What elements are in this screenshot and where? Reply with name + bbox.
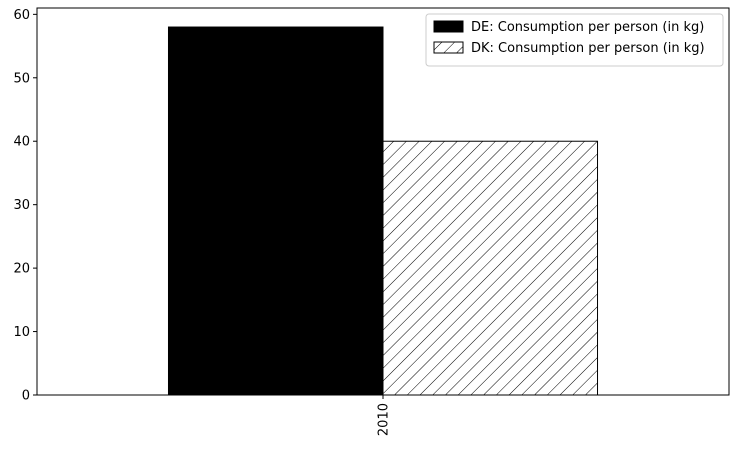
- legend-label-series-2: DK: Consumption per person (in kg): [471, 41, 705, 56]
- bars-group: [167, 26, 599, 396]
- legend: DE: Consumption per person (in kg) DK: Co…: [425, 13, 724, 67]
- y-tick-label: 10: [13, 325, 30, 340]
- y-tick-label: 40: [13, 135, 30, 150]
- y-axis: 0 10 20 30 40 50 60: [13, 8, 37, 404]
- x-axis: 2010: [377, 395, 392, 436]
- plot-frame: [36, 7, 730, 396]
- y-tick-label: 60: [13, 8, 30, 23]
- y-tick-label: 0: [22, 389, 30, 404]
- y-tick-label: 50: [13, 71, 30, 86]
- y-tick-label: 20: [13, 262, 30, 277]
- legend-swatch-series-1: [433, 20, 464, 33]
- bar-2010-series-2: [382, 140, 599, 396]
- legend-box: [425, 13, 724, 67]
- y-tick-label: 30: [13, 198, 30, 213]
- bar-2010-series-1: [167, 26, 384, 396]
- x-tick-label: 2010: [377, 403, 392, 436]
- legend-swatch-series-2: [433, 41, 464, 54]
- legend-label-series-1: DE: Consumption per person (in kg): [471, 20, 704, 35]
